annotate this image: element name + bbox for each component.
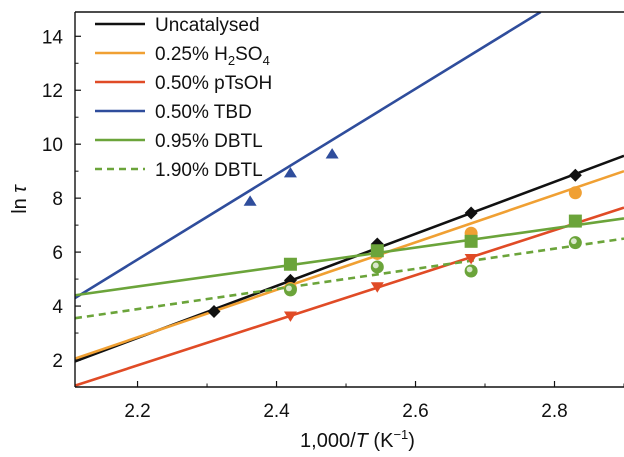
data-point-square [568,214,582,228]
data-point-triangle-down [464,253,478,265]
legend: Uncatalysed 0.25% H2SO4 0.50% pTsOH 0.50% T… [95,15,272,181]
data-markers [207,148,582,322]
fit-line-5 [75,237,624,320]
y-tick-label: 10 [42,135,63,156]
y-axis-label: ln τ [9,184,31,214]
x-ticks: 2.2 2.4 2.6 2.8 [124,381,624,422]
legend-label: 0.50% pTsOH [155,73,272,94]
series-markers-2 [283,253,478,322]
fit-line-4 [75,217,624,297]
legend-entry-3: 0.50% TBD [95,102,252,123]
fit-line-3 [75,12,542,300]
series-markers-3 [243,148,339,206]
y-tick-label: 12 [42,81,63,102]
data-point-square [283,257,297,271]
legend-entry-2: 0.50% pTsOH [95,73,272,94]
y-ticks: 2 4 6 8 10 12 14 [42,27,81,388]
x-tick-label: 2.6 [402,401,428,422]
data-point-ring [283,283,297,297]
data-point-ring-highlight [286,285,292,292]
y-tick-label: 8 [52,189,63,210]
data-point-circle [568,186,582,200]
legend-entry-5: 1.90% DBTL [95,160,263,181]
axes [74,11,624,388]
legend-label: 0.50% TBD [155,102,252,123]
fit-line-2 [75,206,624,387]
data-point-diamond [207,304,221,318]
x-tick-label: 2.8 [541,401,567,422]
series-markers-5 [283,236,582,297]
data-point-triangle-down [283,311,297,322]
legend-label: 0.95% DBTL [155,131,263,152]
legend-entry-4: 0.95% DBTL [95,131,263,152]
x-axis-label: 1,000/T (K−1) [300,427,415,452]
data-point-triangle-down [370,282,384,293]
legend-label: 0.25% H2SO4 [155,44,270,68]
x-tick-label: 2.4 [263,401,290,422]
data-point-square [370,244,384,258]
data-point-triangle-up [243,195,257,206]
data-point-ring-highlight [570,238,577,245]
data-point-triangle-up [325,148,339,159]
series-markers-1 [283,186,582,296]
series-markers-4 [283,214,582,271]
data-point-triangle-up [283,166,297,178]
data-point-ring [568,236,582,250]
data-point-diamond [568,168,582,182]
data-point-ring [464,264,478,278]
legend-entry-1: 0.25% H2SO4 [95,44,270,68]
axis-labels: 1,000/T (K−1) ln τ [9,184,415,452]
y-tick-label: 4 [52,297,63,318]
fit-line-1 [75,169,624,360]
y-tick-label: 2 [52,351,63,372]
data-point-ring [370,260,384,274]
legend-label: 1.90% DBTL [155,160,263,181]
y-tick-label: 14 [42,27,64,48]
fit-lines [75,12,624,387]
legend-entry-0: Uncatalysed [95,15,260,36]
legend-label: Uncatalysed [155,15,260,36]
data-point-diamond [464,206,478,220]
data-point-ring-highlight [466,266,473,273]
data-point-square [464,234,478,248]
data-point-ring-highlight [372,262,379,269]
x-tick-label: 2.2 [124,401,150,422]
y-tick-label: 6 [52,243,63,264]
